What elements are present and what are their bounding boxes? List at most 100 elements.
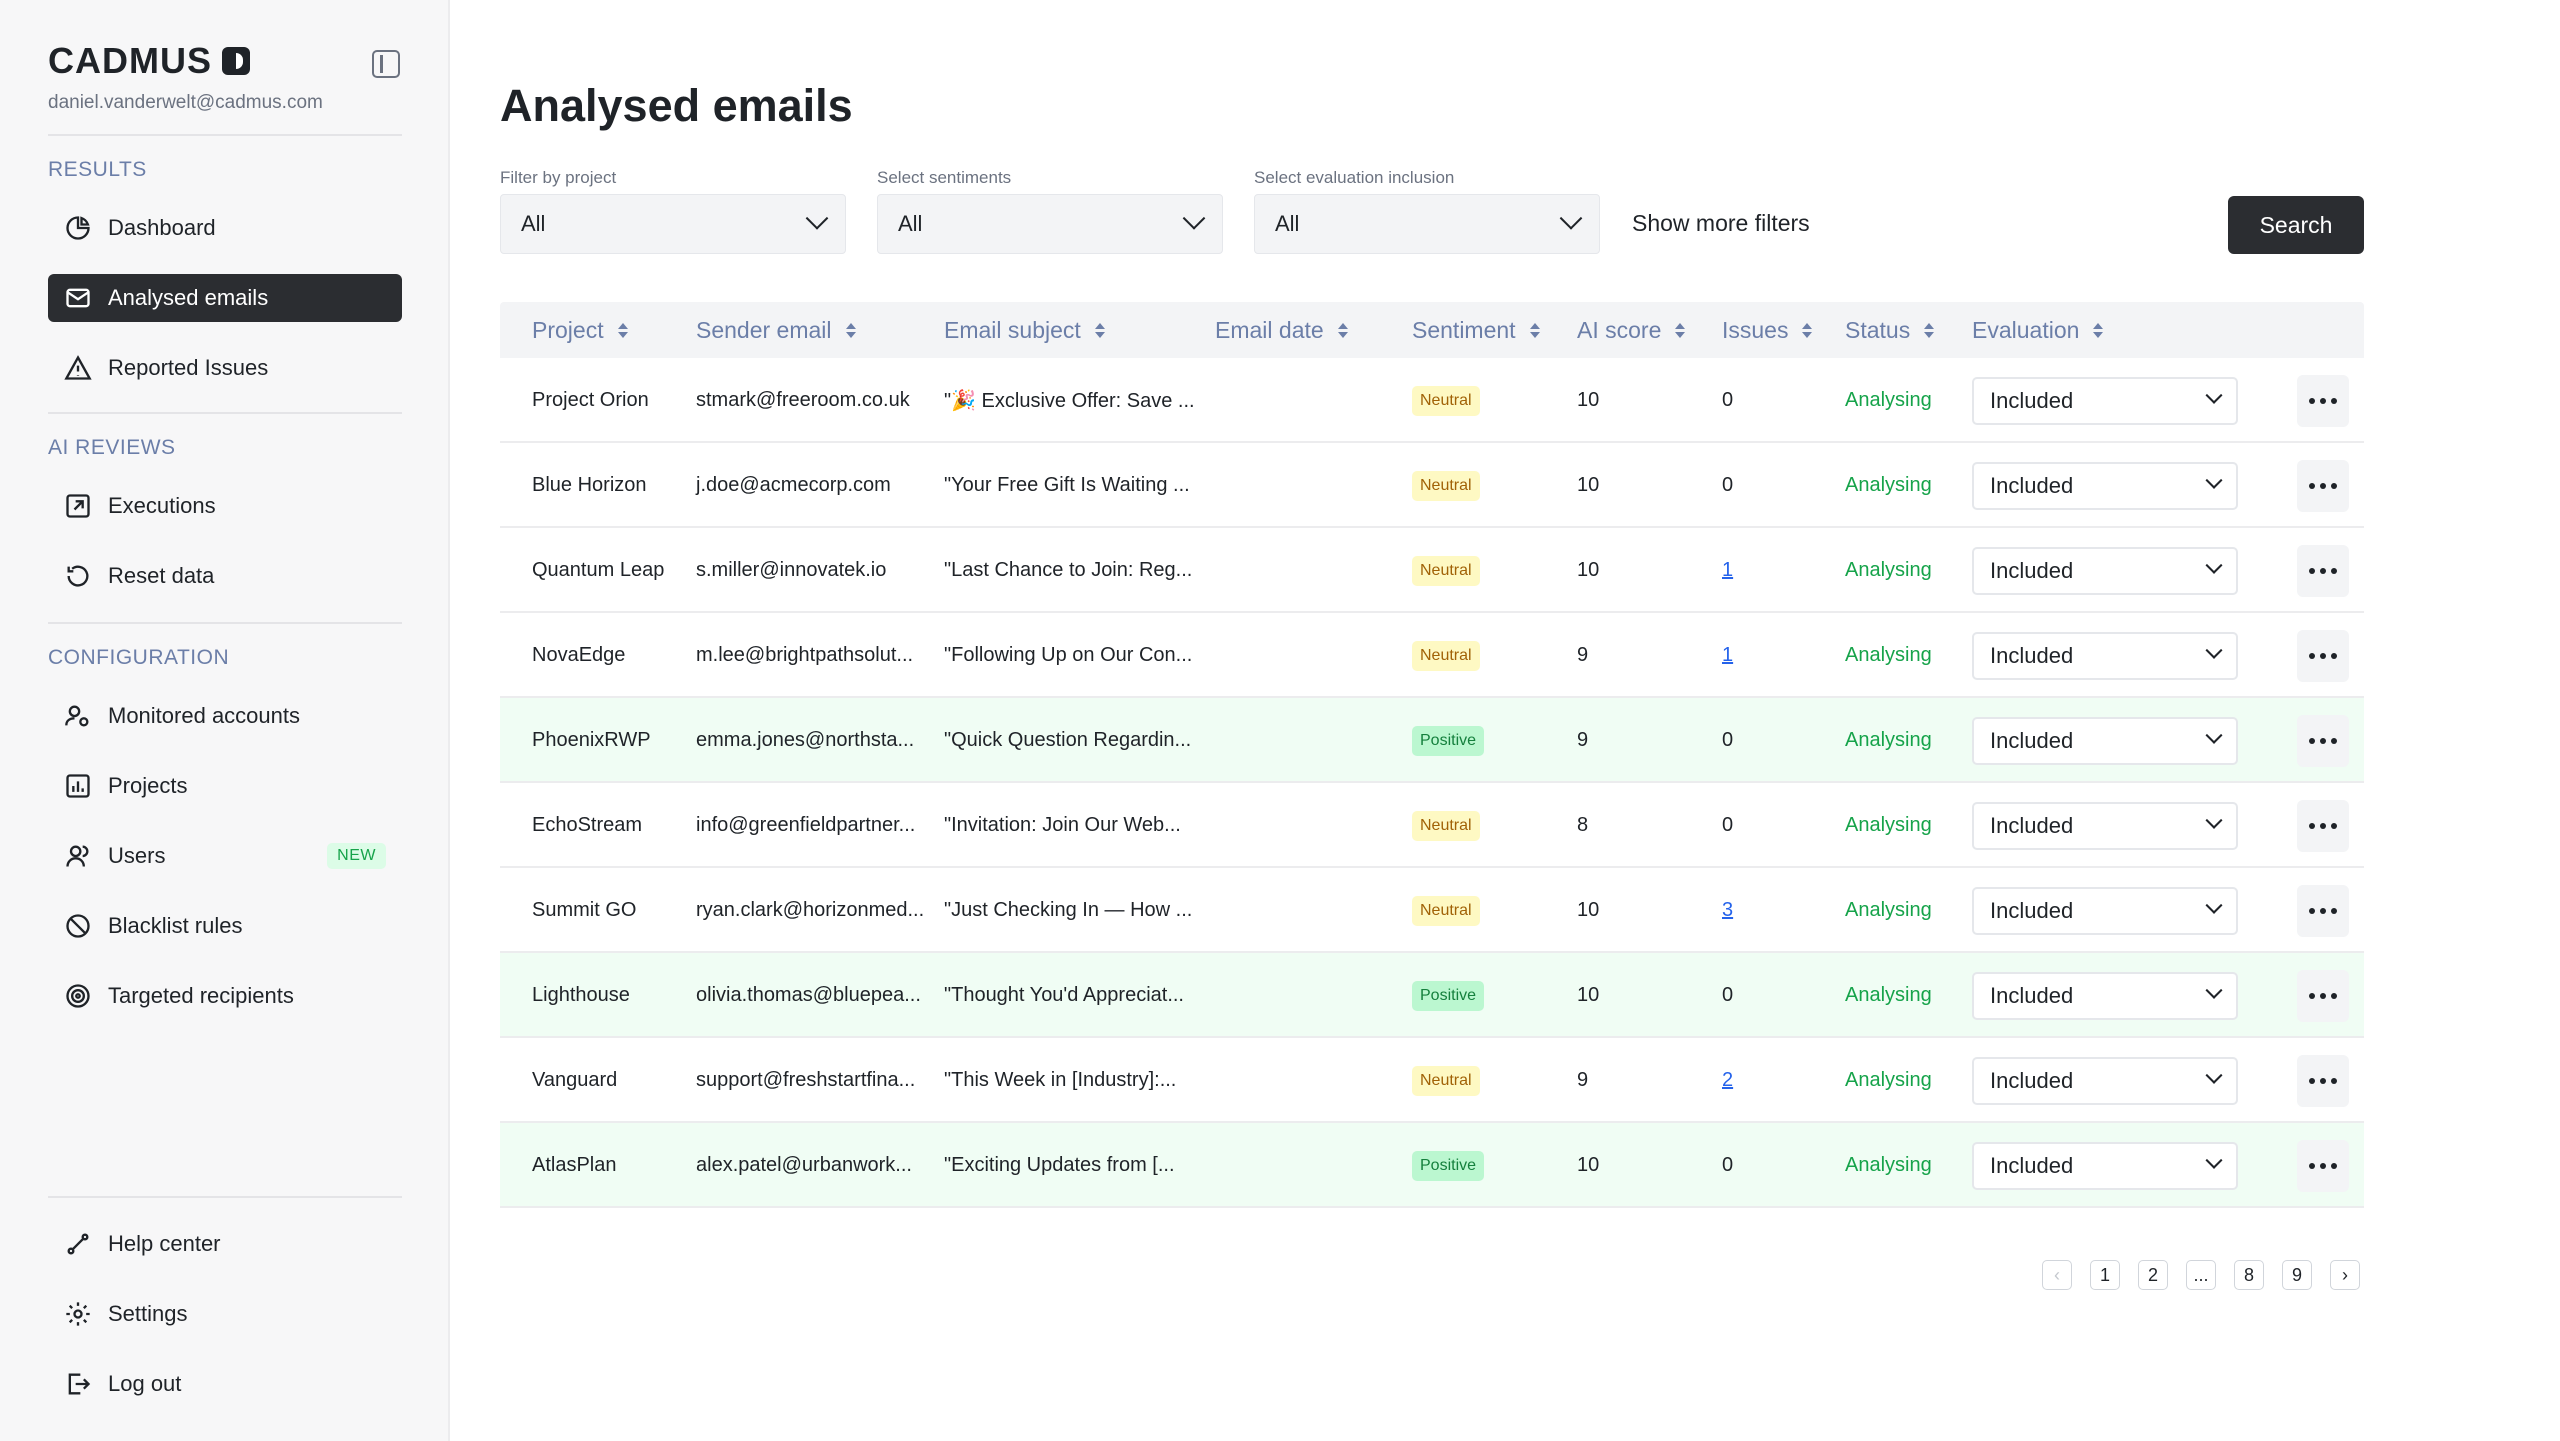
evaluation-value: Included	[1990, 387, 2074, 413]
page-button[interactable]: 1	[2090, 1260, 2120, 1290]
evaluation-filter-select[interactable]: All	[1254, 194, 1600, 254]
evaluation-select[interactable]: Included	[1972, 461, 2238, 510]
more-actions-button[interactable]	[2297, 459, 2349, 512]
cell-ai-score: 10	[1577, 1154, 1600, 1176]
more-actions-button[interactable]	[2297, 1054, 2349, 1107]
column-header-email-date[interactable]: Email date	[1215, 302, 1348, 358]
more-actions-button[interactable]	[2297, 1139, 2349, 1192]
table-body: Project Orion stmark@freeroom.co.uk "🎉 Exc…	[500, 358, 2364, 1208]
issues-link[interactable]: 1	[1722, 559, 1734, 581]
issues-link[interactable]: 3	[1722, 899, 1734, 921]
column-header-ai-score[interactable]: AI score	[1577, 302, 1685, 358]
cell-ai-score: 9	[1577, 1069, 1589, 1091]
sidebar-item-reported-issues[interactable]: Reported Issues	[48, 344, 402, 392]
sidebar-item-log-out[interactable]: Log out	[48, 1360, 402, 1408]
column-header-evaluation[interactable]: Evaluation	[1972, 302, 2103, 358]
issues-link[interactable]: 2	[1722, 1069, 1734, 1091]
evaluation-select[interactable]: Included	[1972, 546, 2238, 595]
sidebar-item-reset-data[interactable]: Reset data	[48, 552, 402, 600]
sentiment-filter-select[interactable]: All	[877, 194, 1223, 254]
cell-ai-score: 10	[1577, 474, 1600, 496]
cell-sender-email: j.doe@acmecorp.com	[696, 474, 891, 496]
more-actions-button[interactable]	[2297, 969, 2349, 1022]
column-header-sender-email[interactable]: Sender email	[696, 302, 856, 358]
table-row[interactable]: NovaEdge m.lee@brightpathsolut... "Followi…	[500, 613, 2364, 698]
more-dot-icon	[2309, 907, 2315, 914]
page-button[interactable]: 2	[2138, 1260, 2168, 1290]
cell-sentiment: Positive	[1412, 698, 1485, 783]
sidebar-item-label: Reported Issues	[108, 355, 269, 380]
issues-link[interactable]: 1	[1722, 644, 1734, 666]
next-page-button[interactable]: ›	[2330, 1260, 2360, 1290]
page-button[interactable]: 8	[2234, 1260, 2264, 1290]
cell-actions	[2297, 443, 2349, 528]
column-header-issues[interactable]: Issues	[1722, 302, 1812, 358]
more-actions-button[interactable]	[2297, 629, 2349, 682]
sort-icon	[618, 323, 628, 338]
more-actions-button[interactable]	[2297, 544, 2349, 597]
evaluation-select[interactable]: Included	[1972, 971, 2238, 1020]
table-row[interactable]: Project Orion stmark@freeroom.co.uk "🎉 Exc…	[500, 358, 2364, 443]
cell-ai-score: 8	[1577, 814, 1589, 836]
evaluation-select[interactable]: Included	[1972, 886, 2238, 935]
chevron-down-icon	[2205, 981, 2223, 999]
cell-project: Quantum Leap	[532, 559, 665, 581]
sidebar-item-users[interactable]: Users NEW	[48, 832, 402, 880]
sidebar-item-targeted-recipients[interactable]: Targeted recipients	[48, 972, 402, 1020]
cell-project: NovaEdge	[532, 644, 626, 666]
reset-icon	[64, 562, 92, 590]
more-dot-icon	[2320, 1162, 2326, 1169]
sidebar-item-settings[interactable]: Settings	[48, 1290, 402, 1338]
more-actions-button[interactable]	[2297, 374, 2349, 427]
table-row[interactable]: Blue Horizon j.doe@acmecorp.com "Your Free…	[500, 443, 2364, 528]
search-button[interactable]: Search	[2228, 196, 2364, 254]
table-row[interactable]: Lighthouse olivia.thomas@bluepea... "Thoug…	[500, 953, 2364, 1038]
more-dot-icon	[2309, 1162, 2315, 1169]
table-row[interactable]: Summit GO ryan.clark@horizonmed... "Just C…	[500, 868, 2364, 953]
chevron-down-icon	[805, 207, 829, 230]
evaluation-select[interactable]: Included	[1972, 801, 2238, 850]
table-row[interactable]: Vanguard support@freshstartfina... "This W…	[500, 1038, 2364, 1123]
show-more-filters-link[interactable]: Show more filters	[1632, 210, 1810, 236]
column-header-email-subject[interactable]: Email subject	[944, 302, 1105, 358]
sidebar-item-executions[interactable]: Executions	[48, 482, 402, 530]
chevron-down-icon	[1559, 207, 1583, 230]
previous-page-button[interactable]: ‹	[2042, 1260, 2072, 1290]
column-header-sentiment[interactable]: Sentiment	[1412, 302, 1540, 358]
cell-issues: 0	[1722, 443, 1733, 528]
column-header-status[interactable]: Status	[1845, 302, 1934, 358]
sort-icon	[1530, 323, 1540, 338]
table-row[interactable]: EchoStream info@greenfieldpartner... "Invi…	[500, 783, 2364, 868]
cell-status: Analysing	[1845, 984, 1932, 1006]
sort-icon	[1802, 323, 1812, 338]
sidebar-item-help-center[interactable]: Help center	[48, 1220, 402, 1268]
cell-issues: 0	[1722, 1123, 1733, 1208]
more-actions-button[interactable]	[2297, 799, 2349, 852]
external-link-icon	[64, 492, 92, 520]
sidebar-item-dashboard[interactable]: Dashboard	[48, 204, 402, 252]
table-row[interactable]: PhoenixRWP emma.jones@northsta... "Quick Q…	[500, 698, 2364, 783]
table-row[interactable]: AtlasPlan alex.patel@urbanwork... "Excitin…	[500, 1123, 2364, 1208]
sidebar-item-monitored-accounts[interactable]: Monitored accounts	[48, 692, 402, 740]
divider	[48, 412, 402, 414]
project-filter-select[interactable]: All	[500, 194, 846, 254]
evaluation-select[interactable]: Included	[1972, 1056, 2238, 1105]
table-row[interactable]: Quantum Leap s.miller@innovatek.io "Last C…	[500, 528, 2364, 613]
sort-icon	[1095, 323, 1105, 338]
evaluation-select[interactable]: Included	[1972, 376, 2238, 425]
more-dot-icon	[2331, 1077, 2337, 1084]
more-actions-button[interactable]	[2297, 884, 2349, 937]
more-actions-button[interactable]	[2297, 714, 2349, 767]
collapse-sidebar-icon[interactable]	[372, 50, 400, 78]
page-button[interactable]: 9	[2282, 1260, 2312, 1290]
cell-actions	[2297, 868, 2349, 953]
evaluation-select[interactable]: Included	[1972, 631, 2238, 680]
column-header-project[interactable]: Project	[532, 302, 628, 358]
sidebar-item-projects[interactable]: Projects	[48, 762, 402, 810]
evaluation-select[interactable]: Included	[1972, 716, 2238, 765]
evaluation-select[interactable]: Included	[1972, 1141, 2238, 1190]
chevron-down-icon	[2205, 471, 2223, 489]
sidebar-item-blacklist-rules[interactable]: Blacklist rules	[48, 902, 402, 950]
sidebar-item-analysed-emails[interactable]: Analysed emails	[48, 274, 402, 322]
cell-sentiment: Neutral	[1412, 358, 1480, 443]
